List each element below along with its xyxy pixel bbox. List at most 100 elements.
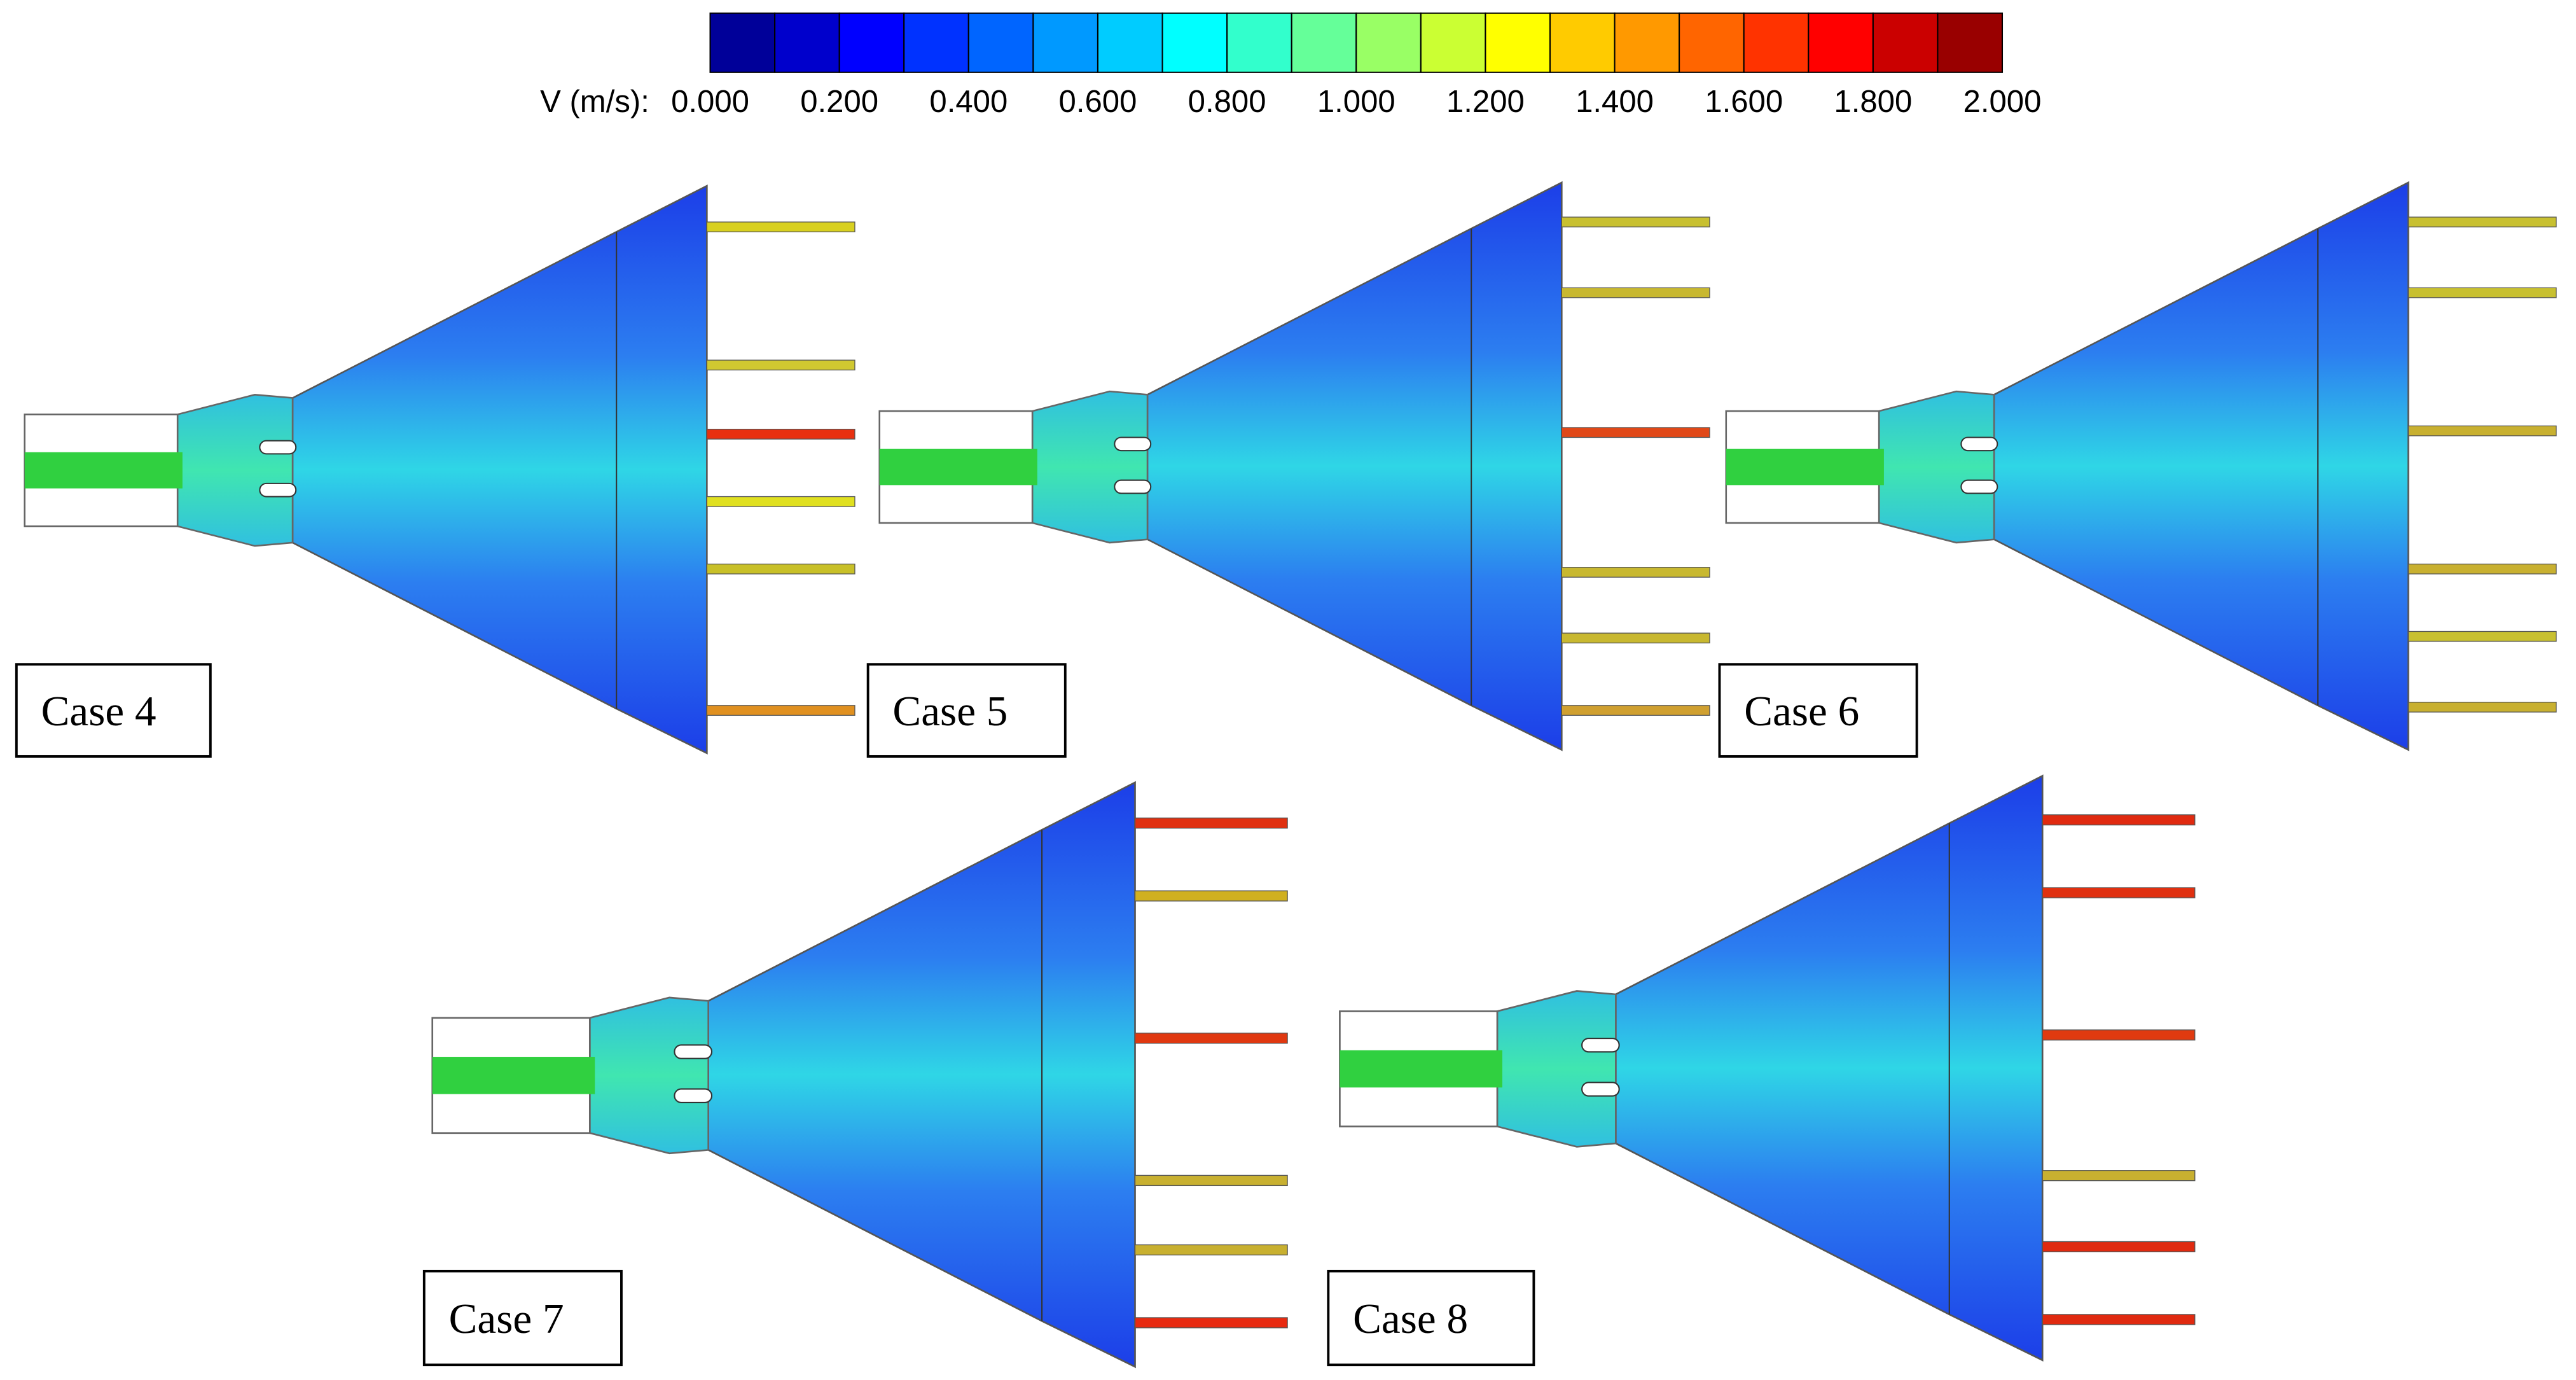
- outlet-pipe: [1134, 1033, 1288, 1044]
- nozzle: [259, 482, 297, 498]
- transition: [588, 996, 709, 1155]
- outlet-pipe: [706, 221, 855, 233]
- outlet-pipe: [1561, 427, 1710, 438]
- inlet-jet: [1726, 449, 1884, 485]
- case-label: Case 5: [892, 687, 1008, 735]
- transition: [176, 394, 294, 547]
- outlet-pipe: [2407, 216, 2557, 228]
- colorbar-cell: [1743, 12, 1810, 73]
- outlet-pipe: [706, 359, 855, 371]
- outlet-pipe: [2407, 425, 2557, 436]
- nozzle: [1581, 1037, 1620, 1053]
- case-label: Case 8: [1353, 1295, 1468, 1342]
- colorbar-tick-label: 0.000: [671, 85, 749, 119]
- colorbar-cell: [1226, 12, 1292, 73]
- colorbar-tick-label: 0.200: [800, 85, 878, 119]
- diffuser: [1146, 181, 1563, 751]
- outlet-pipe: [1134, 1174, 1288, 1187]
- diffuser: [707, 781, 1136, 1369]
- nozzle: [1114, 436, 1152, 452]
- outlet-pipe: [1561, 567, 1710, 578]
- case-5: [878, 181, 1710, 751]
- outlet-pipe: [2042, 1029, 2196, 1041]
- inlet-jet: [879, 449, 1037, 485]
- case-label-box: [1327, 1269, 1535, 1367]
- outlet-pipe: [1134, 1244, 1288, 1256]
- colorbar-tick-label: 1.200: [1446, 85, 1525, 119]
- inlet-jet: [432, 1057, 595, 1094]
- colorbar-cell: [1614, 12, 1680, 73]
- colorbar-cell: [1549, 12, 1616, 73]
- outlet-pipe: [706, 496, 855, 507]
- colorbar-cell: [903, 12, 969, 73]
- transition: [1878, 390, 1995, 544]
- colorbar-tick-label: 2.000: [1963, 85, 2042, 119]
- nozzle: [1114, 479, 1152, 494]
- outlet-pipe: [1134, 818, 1288, 829]
- transition: [1031, 390, 1149, 544]
- colorbar-cell: [1420, 12, 1486, 73]
- colorbar-cell: [1097, 12, 1163, 73]
- outlet-pipe: [706, 705, 855, 716]
- nozzle: [259, 440, 297, 455]
- outlet-pipe: [706, 428, 855, 440]
- colorbar-cell: [967, 12, 1034, 73]
- colorbar-tick-label: 1.800: [1834, 85, 1912, 119]
- colorbar-tick-label: 0.800: [1188, 85, 1266, 119]
- colorbar-label: V (m/s):: [540, 85, 649, 119]
- colorbar-cell: [838, 12, 905, 73]
- outlet-pipe: [1134, 890, 1288, 902]
- colorbar-cell: [1355, 12, 1422, 73]
- colorbar-cell: [1161, 12, 1228, 73]
- case-label-box: [422, 1269, 623, 1367]
- case-8: [1339, 774, 2196, 1362]
- colorbar-tick-label: 0.600: [1059, 85, 1137, 119]
- nozzle: [1960, 436, 1998, 452]
- outlet-pipe: [1561, 705, 1710, 716]
- colorbar-cell: [774, 12, 840, 73]
- outlet-pipe: [2042, 1170, 2196, 1181]
- case-label: Case 6: [1744, 687, 1859, 735]
- colorbar-cell: [1679, 12, 1745, 73]
- case-6: [1725, 181, 2557, 751]
- inlet-jet: [1340, 1050, 1502, 1088]
- outlet-pipe: [706, 563, 855, 575]
- outlet-pipe: [2042, 887, 2196, 898]
- outlet-pipe: [2042, 814, 2196, 826]
- outlet-pipe: [1561, 287, 1710, 298]
- colorbar-cell: [709, 12, 776, 73]
- case-label-box: [866, 663, 1067, 758]
- case-label-box: [1718, 663, 1918, 758]
- colorbar-cell: [1291, 12, 1357, 73]
- diffuser: [291, 184, 708, 755]
- case-7: [431, 781, 1288, 1369]
- outlet-pipe: [2407, 701, 2557, 713]
- outlet-pipe: [2407, 631, 2557, 642]
- colorbar-cell: [1808, 12, 1874, 73]
- colorbar-cell: [1872, 12, 1939, 73]
- colorbar-cell: [1937, 12, 2004, 73]
- diffuser: [1993, 181, 2409, 751]
- colorbar-tick-label: 1.400: [1575, 85, 1654, 119]
- case-label-box: [15, 663, 212, 758]
- case-label: Case 7: [449, 1295, 564, 1342]
- colorbar-tick-label: 1.600: [1705, 85, 1783, 119]
- colorbar-cell: [1485, 12, 1551, 73]
- case-4: [24, 184, 855, 755]
- nozzle: [1960, 479, 1998, 494]
- colorbar-cell: [1032, 12, 1099, 73]
- transition: [1496, 990, 1617, 1148]
- nozzle: [674, 1088, 713, 1103]
- case-label: Case 4: [41, 687, 156, 735]
- nozzle: [1581, 1082, 1620, 1097]
- colorbar-tick-label: 0.400: [929, 85, 1008, 119]
- diffuser: [1615, 774, 2044, 1362]
- outlet-pipe: [2042, 1314, 2196, 1325]
- outlet-pipe: [2042, 1241, 2196, 1253]
- outlet-pipe: [1561, 632, 1710, 644]
- outlet-pipe: [1561, 216, 1710, 228]
- outlet-pipe: [2407, 563, 2557, 575]
- colorbar-tick-label: 1.000: [1317, 85, 1395, 119]
- outlet-pipe: [1134, 1317, 1288, 1328]
